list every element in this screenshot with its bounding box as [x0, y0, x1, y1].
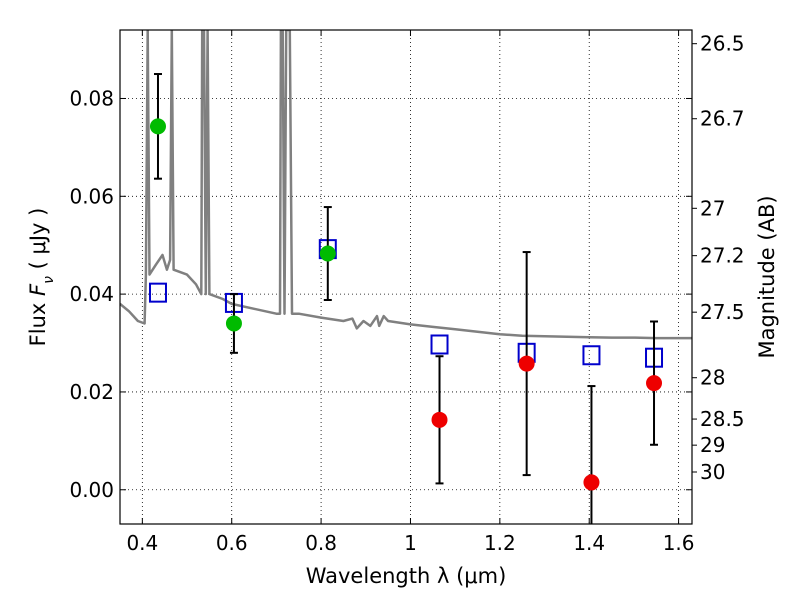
upper-limit-point	[431, 411, 448, 428]
y-tick-label: 0.00	[69, 478, 114, 502]
mag-tick-label: 27.5	[700, 300, 745, 324]
x-axis-label: Wavelength λ (μm)	[306, 564, 507, 588]
mag-tick-label: 28	[700, 366, 725, 390]
right-axis-label: Magnitude (AB)	[755, 195, 779, 358]
plot-area	[120, 30, 692, 524]
mag-tick-label: 26.5	[700, 32, 745, 56]
x-tick-label: 1.2	[484, 531, 516, 555]
mag-tick-label: 28.5	[700, 407, 745, 431]
mag-tick-label: 30	[700, 460, 725, 484]
axis-ticks: 0.4 0.6 0.8 1 1.2 1.4 1.6 0.00 0.02 0.04 0.06 0.08 2…	[69, 30, 745, 555]
y-tick-label: 0.06	[69, 184, 114, 208]
mag-tick-label: 29	[700, 433, 725, 457]
mag-tick-label: 27.2	[700, 244, 745, 268]
mag-tick-label: 27	[700, 196, 725, 220]
series-group	[120, 30, 692, 524]
model-photometry-square	[430, 334, 449, 355]
model-photometry-square	[582, 345, 601, 366]
spectrum-line	[120, 30, 692, 340]
upper-limit-point	[646, 375, 663, 392]
x-tick-label: 1	[404, 531, 417, 555]
y-axis-label: Flux Fν ( μJy )	[26, 208, 57, 347]
grid	[120, 30, 692, 524]
y-tick-label: 0.04	[69, 282, 114, 306]
upper-limit-point	[518, 355, 535, 372]
x-tick-label: 0.8	[305, 531, 337, 555]
x-tick-label: 0.4	[126, 531, 158, 555]
upper-limit-point	[583, 474, 600, 491]
model-photometry-square	[148, 282, 167, 303]
y-tick-label: 0.02	[69, 380, 114, 404]
detection-point	[319, 245, 336, 262]
y-tick-label: 0.08	[69, 86, 114, 110]
detection-point	[225, 315, 242, 332]
detection-point	[149, 118, 166, 135]
x-tick-label: 1.6	[663, 531, 695, 555]
x-tick-label: 1.4	[573, 531, 605, 555]
plot-frame	[119, 29, 693, 525]
mag-tick-label: 26.7	[700, 107, 745, 131]
x-tick-label: 0.6	[216, 531, 248, 555]
